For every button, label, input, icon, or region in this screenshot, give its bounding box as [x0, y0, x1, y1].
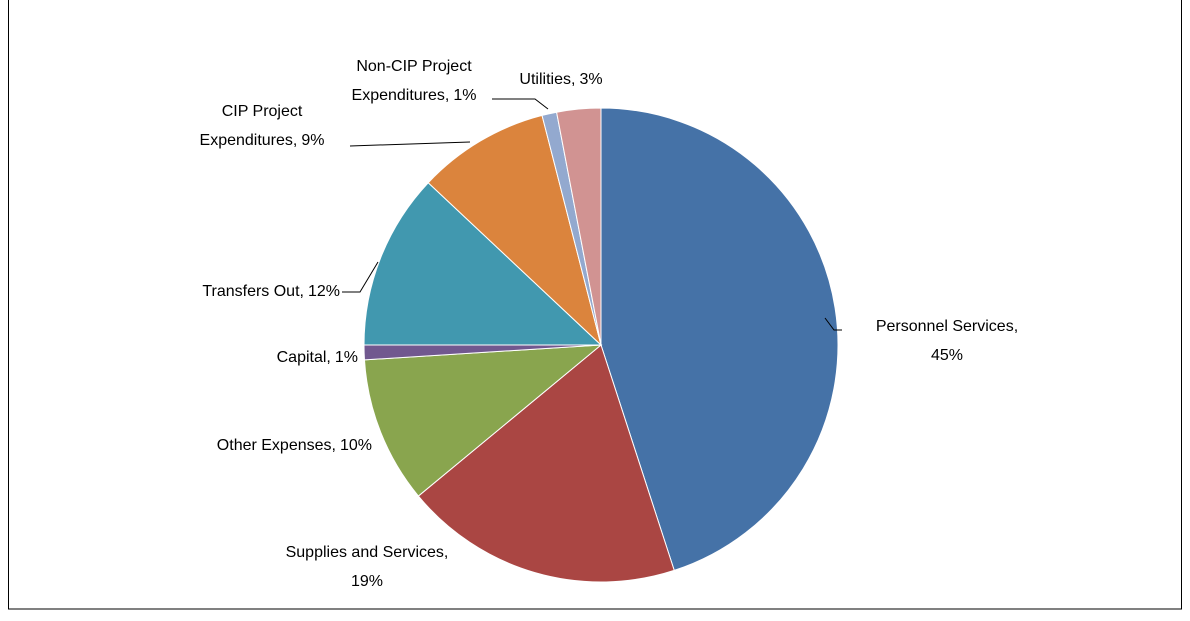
label-value: 3%	[579, 71, 602, 88]
label-value: 9%	[301, 132, 324, 149]
pie-slice	[417, 344, 675, 583]
label-category: Expenditures,	[352, 87, 450, 104]
label-category: Transfers Out,	[202, 283, 304, 300]
leader-line	[824, 317, 842, 331]
label-category: Utilities,	[519, 71, 575, 88]
data-label: Non-CIP Project Expenditures, 1%	[352, 58, 477, 104]
data-label: Transfers Out, 12%	[202, 283, 340, 300]
label-value: 1%	[453, 87, 476, 104]
data-label: Supplies and Services, 19%	[286, 544, 449, 590]
label-category: Personnel Services,	[876, 318, 1018, 335]
label-value: 12%	[308, 283, 340, 300]
data-label: CIP Project Expenditures, 9%	[200, 103, 325, 149]
data-label: Personnel Services, 45%	[876, 318, 1018, 364]
label-value: 45%	[931, 347, 963, 364]
pie-slice	[600, 107, 839, 572]
leader-line	[342, 261, 379, 293]
leader-line	[492, 98, 549, 110]
data-label: Other Expenses, 10%	[217, 437, 372, 454]
leader-line	[349, 141, 471, 147]
label-category: Supplies and Services,	[286, 544, 449, 561]
data-label: Capital, 1%	[277, 349, 358, 366]
label-category: Non-CIP Project	[356, 58, 472, 75]
pie	[363, 107, 839, 583]
label-value: 10%	[340, 437, 372, 454]
pie-slice	[427, 114, 602, 347]
label-category: Expenditures,	[200, 132, 298, 149]
pie-slice	[363, 344, 603, 497]
label-category: Other Expenses,	[217, 437, 336, 454]
label-category: CIP Project	[222, 103, 303, 120]
label-value: 19%	[351, 573, 383, 590]
labels: Personnel Services, 45% Supplies and Servi…	[200, 58, 1019, 590]
label-category: Capital,	[277, 349, 331, 366]
label-value: 1%	[335, 349, 358, 366]
data-label: Utilities, 3%	[519, 71, 602, 88]
pie-slice	[363, 182, 603, 346]
pie-slice	[556, 107, 602, 346]
